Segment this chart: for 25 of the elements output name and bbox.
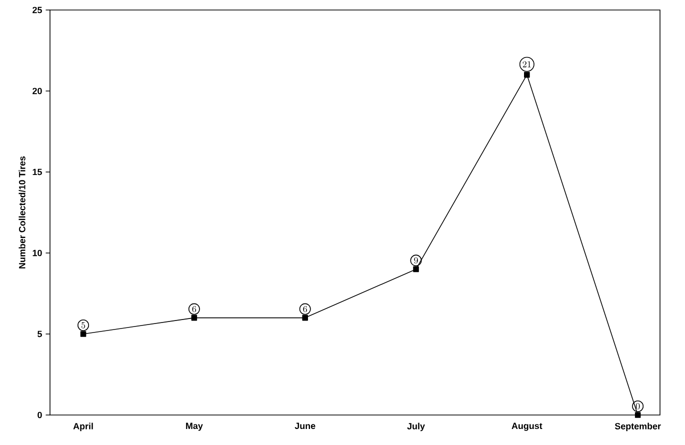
y-tick-label: 15 [32, 168, 42, 176]
data-label: 6 [192, 306, 196, 312]
x-tick-label: April [73, 422, 93, 432]
x-tick-label: August [512, 422, 542, 431]
point [191, 314, 198, 321]
y-axis-title: Number Collected/10 Tires [18, 156, 26, 268]
point [524, 72, 530, 78]
x-tick-label: July [407, 422, 425, 432]
point [80, 331, 86, 337]
y-tick-label: 20 [32, 88, 42, 94]
x-tick-label: June [294, 422, 316, 430]
x-tick-label: May [186, 422, 203, 431]
data-label: 9 [414, 257, 418, 264]
point [634, 412, 641, 418]
y-tick-label: 0 [38, 412, 42, 418]
data-label: 5 [81, 322, 86, 328]
data-label: 21 [522, 61, 531, 68]
y-tick-label: 5 [38, 330, 42, 338]
data-label: 0 [636, 403, 640, 410]
point [413, 266, 419, 272]
y-tick-label: 25 [32, 6, 42, 14]
y-tick-label: 10 [32, 250, 42, 256]
point [302, 314, 308, 321]
x-tick-label: September [614, 422, 661, 432]
data-label: 6 [303, 306, 308, 312]
